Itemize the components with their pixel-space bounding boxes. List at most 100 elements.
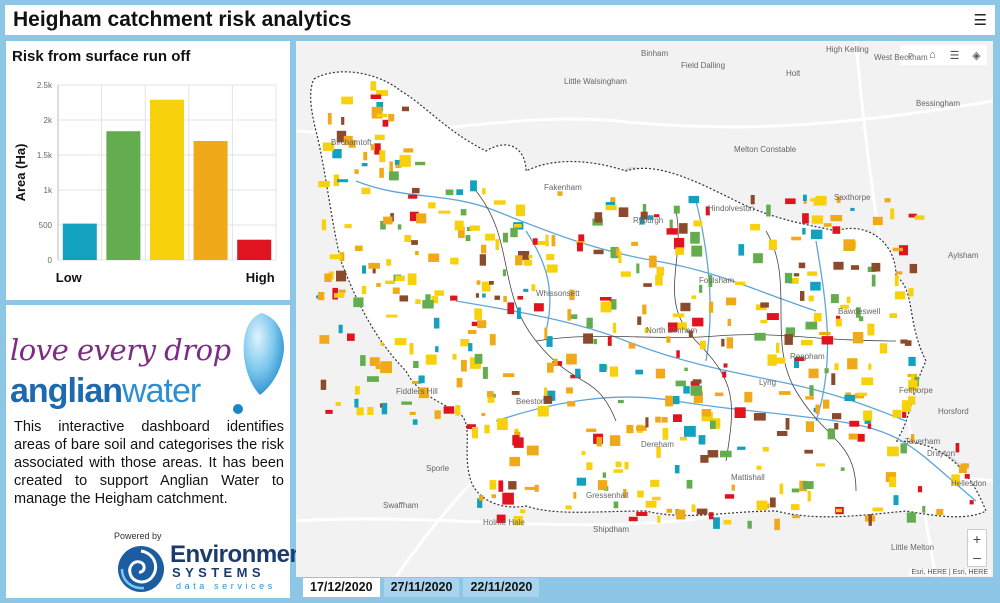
risk-patch — [726, 297, 737, 306]
place-label: Little Melton — [891, 543, 935, 552]
risk-patch — [768, 239, 777, 250]
risk-patch — [776, 431, 788, 436]
risk-patch — [338, 324, 343, 334]
risk-patch — [418, 375, 425, 384]
search-icon[interactable]: ⌕ — [907, 48, 914, 61]
risk-patch — [892, 247, 903, 252]
risk-patch — [800, 291, 805, 301]
risk-patch — [908, 396, 916, 405]
risk-patch — [481, 413, 486, 417]
place-label: Lyng — [759, 378, 777, 387]
map-canvas[interactable] — [296, 41, 993, 577]
risk-patch — [871, 262, 881, 272]
risk-patch — [636, 511, 648, 516]
risk-patch — [454, 220, 464, 231]
risk-patch — [696, 508, 708, 515]
risk-patch — [680, 302, 691, 312]
risk-patch — [569, 289, 575, 301]
place-label: Dereham — [641, 440, 674, 449]
risk-patch — [834, 363, 839, 371]
place-label: Gressenhall — [586, 491, 629, 500]
risk-patch — [802, 481, 814, 489]
risk-patch — [657, 515, 661, 523]
risk-patch — [626, 424, 634, 434]
bar-4 — [193, 141, 228, 260]
risk-patch — [831, 373, 836, 385]
place-label: Ryburgh — [633, 216, 664, 225]
risk-patch — [379, 167, 384, 178]
risk-patch — [843, 239, 855, 251]
risk-patch — [466, 424, 476, 429]
risk-patch — [354, 169, 359, 174]
risk-patch — [544, 327, 548, 340]
layers-icon[interactable]: ◈ — [972, 49, 981, 62]
risk-patch — [872, 507, 884, 512]
risk-patch — [543, 395, 553, 404]
risk-patch — [375, 364, 382, 370]
risk-patch — [909, 263, 918, 274]
risk-patch — [750, 195, 755, 205]
risk-patch — [534, 484, 539, 492]
risk-patch — [415, 250, 419, 256]
risk-patch — [524, 486, 537, 490]
risk-patch — [380, 361, 392, 374]
risk-patch — [868, 514, 872, 526]
risk-patch — [821, 336, 834, 345]
risk-patch — [566, 353, 577, 365]
risk-patch — [675, 380, 686, 387]
risk-patch — [693, 391, 703, 404]
risk-patch — [747, 520, 752, 529]
map-attribution: Esri, HERE | Esri, HERE — [908, 569, 991, 576]
risk-patch — [516, 307, 521, 319]
date-tab-3[interactable]: 22/11/2020 — [463, 578, 540, 597]
risk-patch — [785, 418, 790, 430]
risk-patch — [376, 113, 388, 118]
date-tab-1[interactable]: 17/12/2020 — [303, 578, 380, 597]
risk-patch — [434, 410, 441, 419]
home-icon[interactable]: ⌂ — [929, 49, 936, 61]
zoom-out-button[interactable]: – — [973, 549, 981, 565]
risk-patch — [863, 410, 873, 421]
risk-patch — [458, 226, 465, 238]
risk-patch — [503, 295, 507, 303]
risk-patch — [910, 434, 915, 444]
risk-patch — [343, 135, 353, 146]
list-icon[interactable]: ☰ — [949, 49, 960, 62]
risk-patch — [452, 353, 457, 360]
date-tab-2[interactable]: 27/11/2020 — [383, 578, 460, 597]
hamburger-icon[interactable]: ☰ — [973, 12, 987, 29]
risk-patch — [894, 291, 906, 300]
risk-patch — [379, 150, 386, 163]
water-text: water — [122, 372, 201, 410]
y-tick-label: 500 — [39, 221, 53, 230]
risk-patch — [469, 225, 480, 231]
risk-patch — [416, 213, 427, 224]
environment-systems-name: Environment — [170, 541, 312, 568]
risk-patch — [792, 515, 801, 519]
zoom-in-button[interactable]: + — [972, 531, 982, 547]
risk-patch — [383, 216, 393, 225]
risk-patch — [849, 420, 860, 427]
risk-patch — [489, 334, 496, 346]
risk-patch — [692, 379, 702, 384]
risk-patch — [879, 343, 888, 354]
place-label: Bawdeswell — [838, 307, 881, 316]
risk-patch — [840, 304, 849, 309]
risk-patch — [511, 391, 520, 395]
risk-patch — [774, 518, 780, 531]
risk-patch — [655, 416, 661, 423]
risk-patch — [386, 314, 398, 318]
catchment-map[interactable]: ⌕ ⌂ ☰ ◈ Binham High Kelling West Beckham Fi… — [296, 41, 993, 577]
risk-patch — [329, 254, 342, 260]
risk-patch — [618, 251, 622, 263]
risk-patch — [412, 380, 422, 384]
risk-patch — [708, 301, 714, 313]
risk-patch — [526, 445, 539, 456]
risk-patch — [859, 316, 864, 322]
place-label: Little Walsingham — [564, 77, 627, 86]
risk-patch — [482, 367, 488, 379]
risk-patch — [489, 480, 497, 490]
risk-patch — [836, 196, 841, 203]
place-label: Foulsham — [699, 276, 735, 285]
risk-patch — [413, 361, 419, 368]
